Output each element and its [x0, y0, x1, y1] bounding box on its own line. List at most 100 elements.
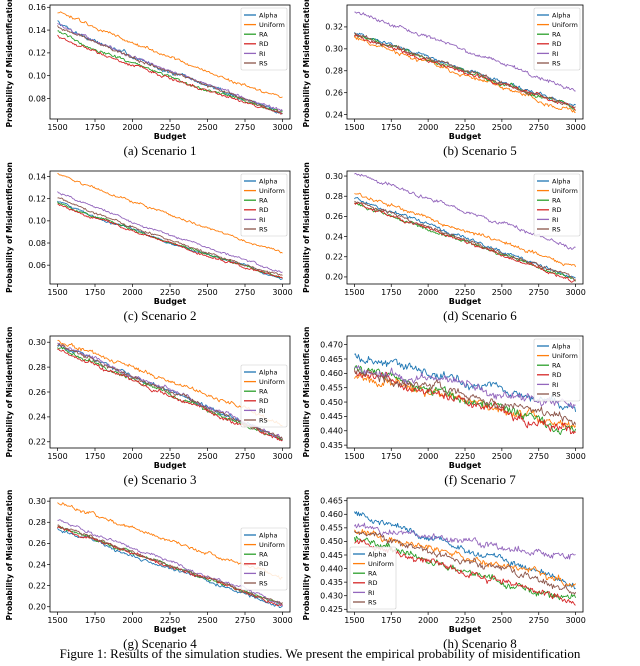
caption-scenario-1: (a) Scenario 1 [123, 143, 197, 158]
legend-label-rs: RS [259, 59, 268, 67]
x-tick-label: 2500 [492, 452, 512, 461]
y-tick-label: 0.435 [320, 441, 343, 450]
legend-label-ra: RA [259, 551, 268, 559]
x-tick-label: 1750 [85, 288, 105, 297]
legend-label-alpha: Alpha [259, 11, 277, 19]
y-tick-label: 0.24 [28, 413, 46, 422]
legend-box [533, 173, 581, 237]
y-tick-label: 0.28 [325, 192, 343, 201]
chart-s4: 1500 1750 2000 2250 2500 2750 3000 0.20 0.22 0.24… [5, 490, 293, 634]
x-tick-label: 3000 [272, 288, 292, 297]
x-tick-label: 1500 [344, 123, 364, 132]
x-tick-label: 1500 [47, 288, 67, 297]
legend-label-uniform: Uniform [259, 187, 285, 195]
x-axis-label: Budget [154, 297, 187, 306]
series-line-rd [354, 34, 576, 111]
x-tick-label: 2500 [197, 452, 217, 461]
x-tick-label: 2500 [197, 123, 217, 132]
legend-box [240, 7, 288, 71]
legend-label-ri: RI [259, 407, 266, 415]
x-tick-label: 3000 [272, 123, 292, 132]
legend-label-ra: RA [552, 362, 561, 370]
legend-label-rs: RS [259, 225, 268, 233]
series-line-uniform [354, 529, 576, 587]
y-tick-label: 0.26 [325, 88, 343, 97]
x-tick-label: 3000 [272, 616, 292, 625]
y-tick-label: 0.26 [325, 212, 343, 221]
x-tick-label: 1500 [344, 288, 364, 297]
series-line-rd [57, 34, 283, 115]
y-tick-label: 0.22 [28, 438, 46, 447]
chart-s5: 1500 1750 2000 2250 2500 2750 3000 0.24 0.26 0.28… [302, 0, 586, 141]
legend-label-uniform: Uniform [552, 187, 578, 195]
y-tick-label: 0.20 [28, 603, 46, 612]
x-tick-label: 1500 [47, 452, 67, 461]
y-tick-label: 0.20 [325, 273, 343, 282]
y-axis-label: Probability of Misidentification [302, 327, 311, 458]
figure-caption: Figure 1: Results of the simulation stud… [59, 646, 581, 661]
x-tick-label: 2250 [160, 616, 180, 625]
series-line-ri [57, 191, 283, 273]
x-tick-label: 3000 [565, 288, 585, 297]
y-tick-label: 0.445 [320, 551, 343, 560]
legend-label-rd: RD [259, 560, 269, 568]
legend-label-ri: RI [552, 381, 559, 389]
y-tick-label: 0.30 [325, 172, 343, 181]
legend-label-uniform: Uniform [259, 378, 285, 386]
x-tick-label: 2500 [492, 288, 512, 297]
legend-box [240, 173, 288, 237]
legend-label-rs: RS [368, 598, 377, 606]
legend-label-rd: RD [259, 40, 269, 48]
caption-scenario-5: (b) Scenario 5 [443, 143, 517, 158]
legend-label-ri: RI [552, 216, 559, 224]
legend-label-uniform: Uniform [259, 541, 285, 549]
y-tick-label: 0.440 [320, 564, 343, 573]
y-tick-label: 0.30 [28, 338, 46, 347]
x-tick-label: 2000 [122, 288, 142, 297]
legend-label-ri: RI [259, 50, 266, 58]
series-line-rs [354, 32, 576, 108]
x-tick-label: 2500 [492, 616, 512, 625]
y-tick-label: 0.08 [28, 239, 46, 248]
x-axis-label: Budget [449, 461, 482, 470]
x-tick-label: 2750 [529, 288, 549, 297]
x-tick-label: 1500 [344, 616, 364, 625]
x-tick-label: 2250 [160, 288, 180, 297]
series-line-ra [353, 365, 577, 435]
legend-label-uniform: Uniform [259, 21, 285, 29]
x-tick-label: 2250 [455, 288, 475, 297]
legend-label-rd: RD [368, 579, 378, 587]
legend-box [533, 338, 581, 402]
legend-label-ri: RI [259, 216, 266, 224]
x-tick-label: 2500 [197, 288, 217, 297]
y-tick-label: 0.445 [320, 412, 343, 421]
plot-area [354, 11, 576, 113]
legend-label-rd: RD [552, 371, 562, 379]
x-tick-label: 1750 [85, 452, 105, 461]
legend-label-alpha: Alpha [368, 550, 386, 558]
x-tick-label: 1500 [47, 616, 67, 625]
x-axis-label: Budget [449, 625, 482, 634]
series-line-rs [57, 25, 283, 115]
y-tick-label: 0.24 [325, 110, 343, 119]
caption-scenario-7: (f) Scenario 7 [444, 472, 516, 487]
plot-area [57, 172, 283, 280]
series-line-rd [57, 203, 283, 279]
series-line-ri [354, 11, 576, 92]
legend-label-ri: RI [368, 589, 375, 597]
x-tick-label: 2250 [455, 123, 475, 132]
legend-label-ra: RA [552, 31, 561, 39]
chart-s2: 1500 1750 2000 2250 2500 2750 3000 0.06 0.08 0.10… [5, 162, 293, 306]
caption-scenario-8: (h) Scenario 8 [443, 636, 517, 651]
legend-label-rs: RS [259, 416, 268, 424]
x-tick-label: 2000 [418, 123, 438, 132]
x-tick-label: 3000 [565, 616, 585, 625]
x-tick-label: 3000 [565, 452, 585, 461]
x-tick-label: 2750 [529, 123, 549, 132]
series-line-uniform [354, 36, 576, 113]
legend-label-ra: RA [368, 570, 377, 578]
